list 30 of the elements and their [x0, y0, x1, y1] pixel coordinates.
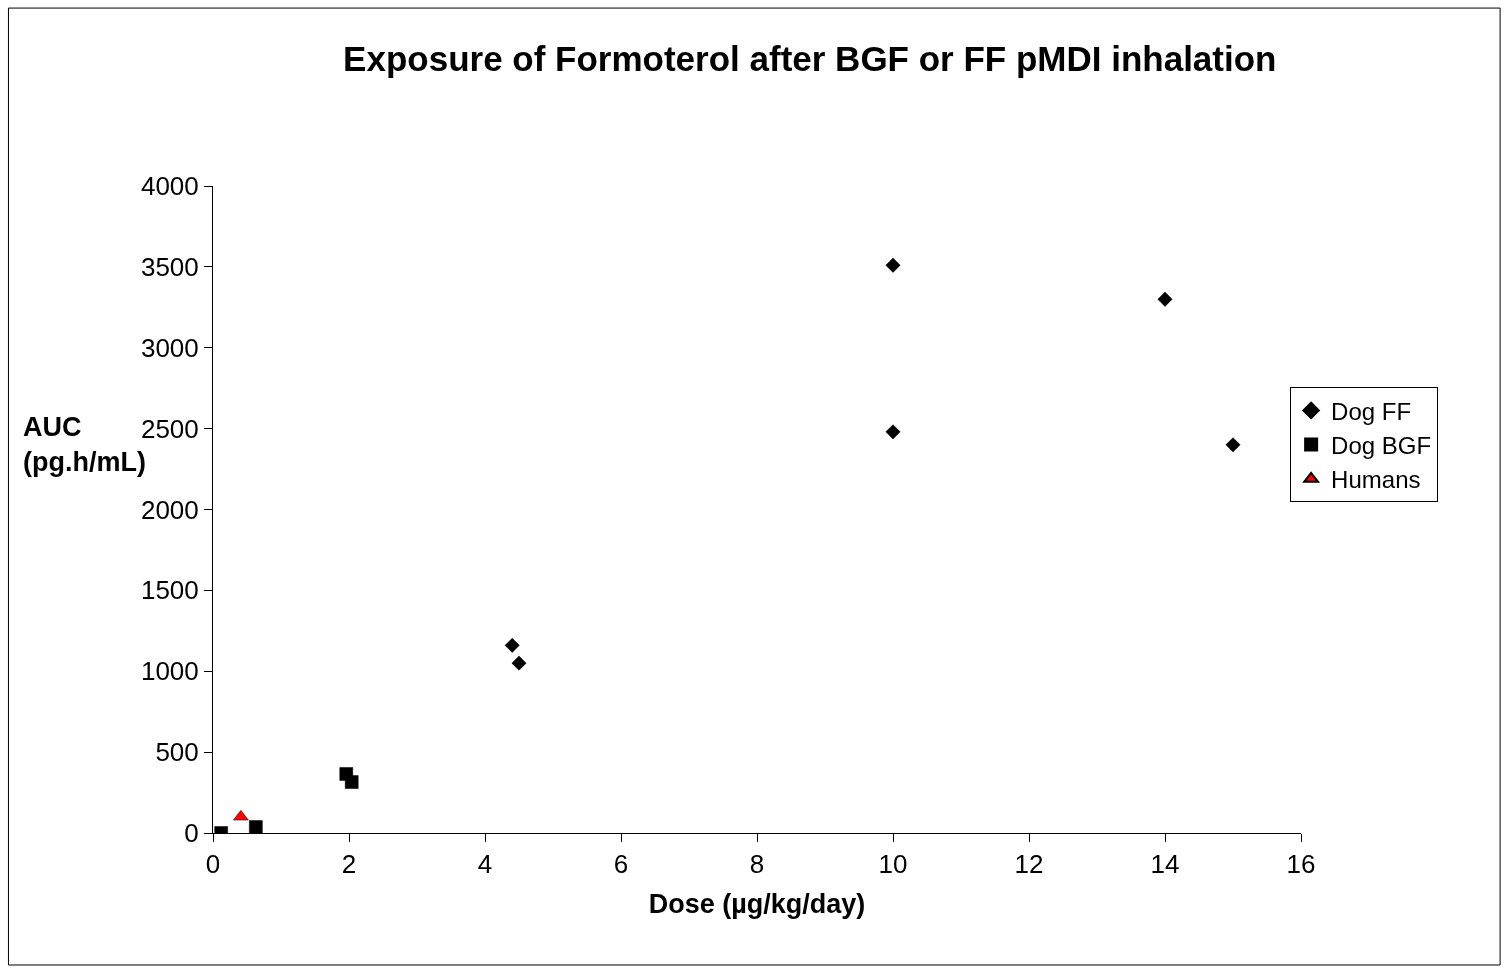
- x-tick-label: 8: [749, 849, 765, 880]
- point: [504, 637, 520, 653]
- point: [249, 820, 263, 833]
- y-tick-label: 0: [184, 818, 199, 849]
- point: [344, 775, 359, 789]
- x-tick-label: 10: [878, 849, 908, 880]
- point: [511, 655, 527, 671]
- y-tick-label: 500: [155, 737, 199, 768]
- x-tick-label: 12: [1014, 849, 1044, 880]
- point: [1225, 437, 1241, 453]
- point: [1157, 291, 1173, 307]
- y-tick-label: 2000: [140, 494, 199, 525]
- y-tick-label: 1500: [140, 575, 199, 606]
- x-tick-label: 4: [477, 849, 493, 880]
- point: [885, 424, 901, 440]
- x-tick-label: 6: [613, 849, 629, 880]
- y-tick-label: 3000: [140, 332, 199, 363]
- x-tick-label: 16: [1286, 849, 1316, 880]
- x-tick-label: 0: [205, 849, 221, 880]
- y-tick-label: 4000: [140, 171, 199, 202]
- x-tick-label: 14: [1150, 849, 1180, 880]
- legend-label: Dog BGF: [1331, 431, 1432, 459]
- y-tick-label: 3500: [140, 251, 199, 282]
- x-axis-title: Dose (µg/kg/day): [648, 888, 866, 919]
- chart-title: Exposure of Formoterol after BGF or FF pMDI inhalation: [343, 38, 1277, 78]
- x-tick-label: 2: [341, 849, 357, 880]
- point: [885, 257, 901, 273]
- y-tick-label: 1000: [140, 656, 199, 687]
- legend-label: Dog FF: [1331, 397, 1412, 425]
- legend-label: Humans: [1331, 466, 1421, 494]
